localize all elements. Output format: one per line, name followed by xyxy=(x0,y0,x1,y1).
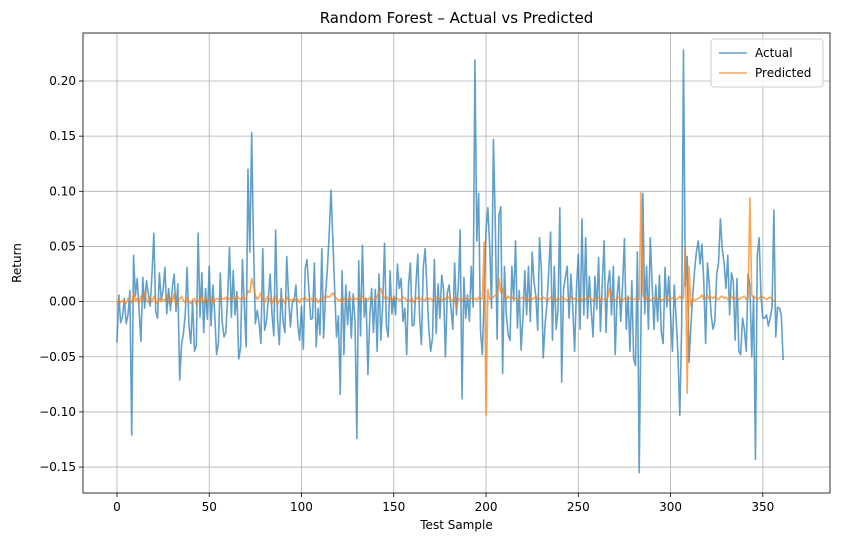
x-tick-label: 250 xyxy=(567,500,590,514)
series-line-actual xyxy=(116,49,784,474)
y-tick-label: 0.05 xyxy=(49,239,76,253)
y-tick-label: −0.10 xyxy=(39,405,76,419)
x-tick-label: 350 xyxy=(751,500,774,514)
series-lines xyxy=(116,49,784,474)
y-tick-label: 0.10 xyxy=(49,184,76,198)
axis-ticks: 0 50 100 150 200 250 300 350 −0.15 −0.10 −0.05 0.00… xyxy=(39,74,774,514)
y-tick-label: 0.00 xyxy=(49,295,76,309)
legend: Actual Predicted xyxy=(710,38,824,88)
grid-lines xyxy=(83,33,830,493)
y-axis-label: Return xyxy=(10,243,24,283)
y-tick-label: 0.20 xyxy=(49,74,76,88)
x-axis-label: Test Sample xyxy=(419,518,492,532)
axes-frame xyxy=(82,32,831,494)
x-tick-label: 0 xyxy=(113,500,121,514)
y-tick-label: 0.15 xyxy=(49,129,76,143)
series-line-predicted xyxy=(116,191,776,417)
legend-label-actual: Actual xyxy=(755,46,793,60)
legend-label-predicted: Predicted xyxy=(755,66,811,80)
x-tick-label: 100 xyxy=(290,500,313,514)
x-tick-label: 50 xyxy=(202,500,217,514)
x-tick-label: 150 xyxy=(382,500,405,514)
x-tick-label: 200 xyxy=(475,500,498,514)
chart-title: Random Forest – Actual vs Predicted xyxy=(320,9,594,27)
y-tick-label: −0.15 xyxy=(39,460,76,474)
legend-box xyxy=(710,38,824,88)
y-tick-label: −0.05 xyxy=(39,350,76,364)
x-tick-label: 300 xyxy=(659,500,682,514)
